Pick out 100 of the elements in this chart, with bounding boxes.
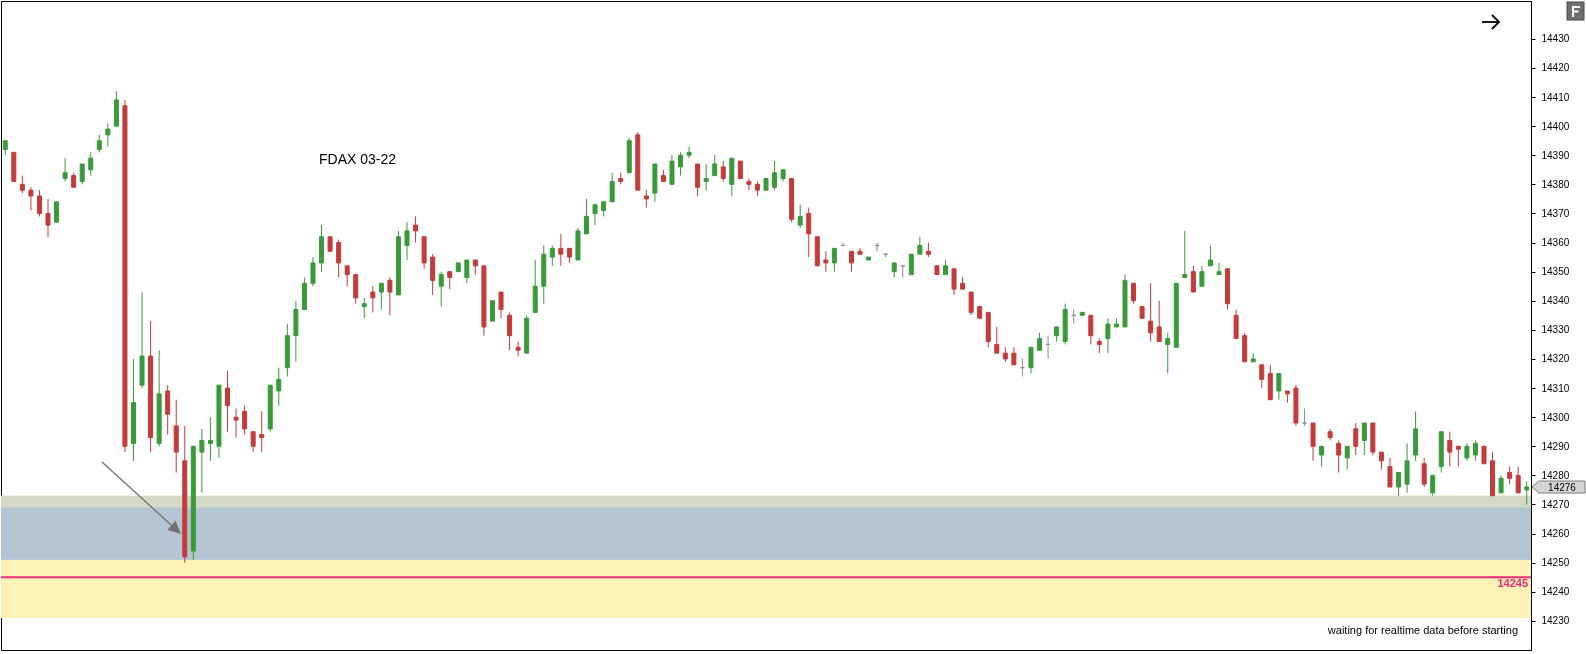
candlestick [361, 297, 367, 319]
candlestick [276, 367, 282, 407]
candlestick [413, 215, 419, 244]
candlestick [951, 268, 957, 296]
candlestick [28, 186, 34, 212]
candlestick [1233, 308, 1239, 340]
candlestick [592, 204, 598, 226]
candlestick [225, 370, 231, 433]
candlestick [370, 285, 376, 313]
y-tick-label: 14340 [1541, 295, 1570, 307]
y-tick-label: 14260 [1541, 528, 1570, 540]
candlestick [917, 236, 923, 255]
candlestick [378, 282, 384, 310]
y-tick-label: 14290 [1541, 440, 1570, 452]
y-tick-label: 14390 [1541, 149, 1570, 161]
candlestick [797, 204, 803, 229]
candlestick [1319, 445, 1325, 468]
candlestick [994, 326, 1000, 354]
candlestick [515, 341, 521, 357]
candlestick [1353, 422, 1359, 456]
candlestick [310, 256, 316, 287]
candlestick [498, 291, 504, 319]
candlestick [1165, 332, 1171, 375]
candlestick [857, 247, 863, 255]
candlestick [1028, 346, 1034, 375]
candlestick [1131, 282, 1137, 305]
y-tick-label: 14270 [1541, 498, 1570, 510]
candlestick [36, 189, 42, 217]
candlestick [1524, 480, 1530, 505]
candlestick [233, 407, 239, 439]
candlestick [1455, 445, 1461, 468]
y-tick-label: 14400 [1541, 120, 1570, 132]
text: FDAX 03-22 [319, 151, 397, 167]
candlestick [1182, 230, 1188, 278]
candlestick [438, 271, 444, 308]
y-tick-label: 14420 [1541, 62, 1570, 74]
candlestick [968, 291, 974, 316]
y-tick-label: 14280 [1541, 469, 1570, 481]
annotation: waiting for realtime data before starting [1326, 624, 1518, 636]
candlestick [848, 250, 854, 273]
candlestick [1148, 282, 1154, 343]
candlestick [686, 146, 692, 159]
candlestick [831, 247, 837, 273]
y-tick-label: 14330 [1541, 324, 1570, 336]
candlestick [1515, 466, 1521, 494]
candlestick [344, 265, 350, 287]
candlestick [54, 201, 60, 223]
candlestick [720, 160, 726, 182]
candlestick [489, 300, 495, 322]
candlestick [1105, 317, 1111, 354]
y-tick-label: 14230 [1541, 615, 1570, 627]
candlestick [746, 178, 752, 191]
candlestick [242, 405, 248, 436]
candlestick [806, 207, 812, 258]
y-tick-label: 14240 [1541, 586, 1570, 598]
candlestick [199, 428, 205, 494]
y-tick-label: 14410 [1541, 91, 1570, 103]
candlestick [1404, 442, 1410, 494]
candlestick [1396, 471, 1402, 497]
candlestick [1387, 457, 1393, 488]
candlestick [1276, 373, 1282, 401]
candlestick [353, 274, 359, 305]
candlestick [464, 259, 470, 284]
candlestick [1344, 445, 1350, 471]
y-tick-label: 14320 [1541, 353, 1570, 365]
candlestick [387, 276, 393, 316]
candlestick [584, 198, 589, 235]
candlestick [1216, 262, 1222, 276]
candlestick [908, 253, 914, 276]
y-tick-label: 14370 [1541, 207, 1570, 219]
y-tick-label: 14250 [1541, 557, 1570, 569]
candlestick [558, 233, 564, 267]
candlestick [1430, 474, 1436, 497]
candlestick [703, 163, 709, 191]
ref-line-label: 14245 [1497, 577, 1528, 590]
candlestick [1199, 265, 1205, 287]
candlestick [1336, 439, 1342, 473]
candlestick [165, 384, 171, 436]
y-tick-label: 14300 [1541, 411, 1570, 423]
y-tick-label: 14380 [1541, 178, 1570, 190]
y-tick-label: 14360 [1541, 237, 1570, 249]
candlestick [1156, 300, 1162, 343]
candlestick [1421, 457, 1427, 488]
candlestick [695, 163, 701, 197]
candlestick [1301, 407, 1307, 427]
candlestick [678, 151, 684, 177]
candlestick [250, 431, 256, 453]
candlestick [1088, 314, 1094, 345]
candlestick [549, 244, 555, 267]
candlestick [430, 253, 436, 296]
y-tick-label: 14430 [1541, 33, 1570, 45]
candlestick [609, 172, 615, 203]
candlestick [1259, 364, 1265, 389]
candlestick [62, 157, 68, 182]
y-tick-label: 14350 [1541, 266, 1570, 278]
candlestick [669, 154, 675, 185]
candlestick [772, 160, 778, 191]
candlestick [1190, 265, 1196, 293]
candlestick [79, 163, 85, 185]
candlestick [1361, 422, 1367, 456]
